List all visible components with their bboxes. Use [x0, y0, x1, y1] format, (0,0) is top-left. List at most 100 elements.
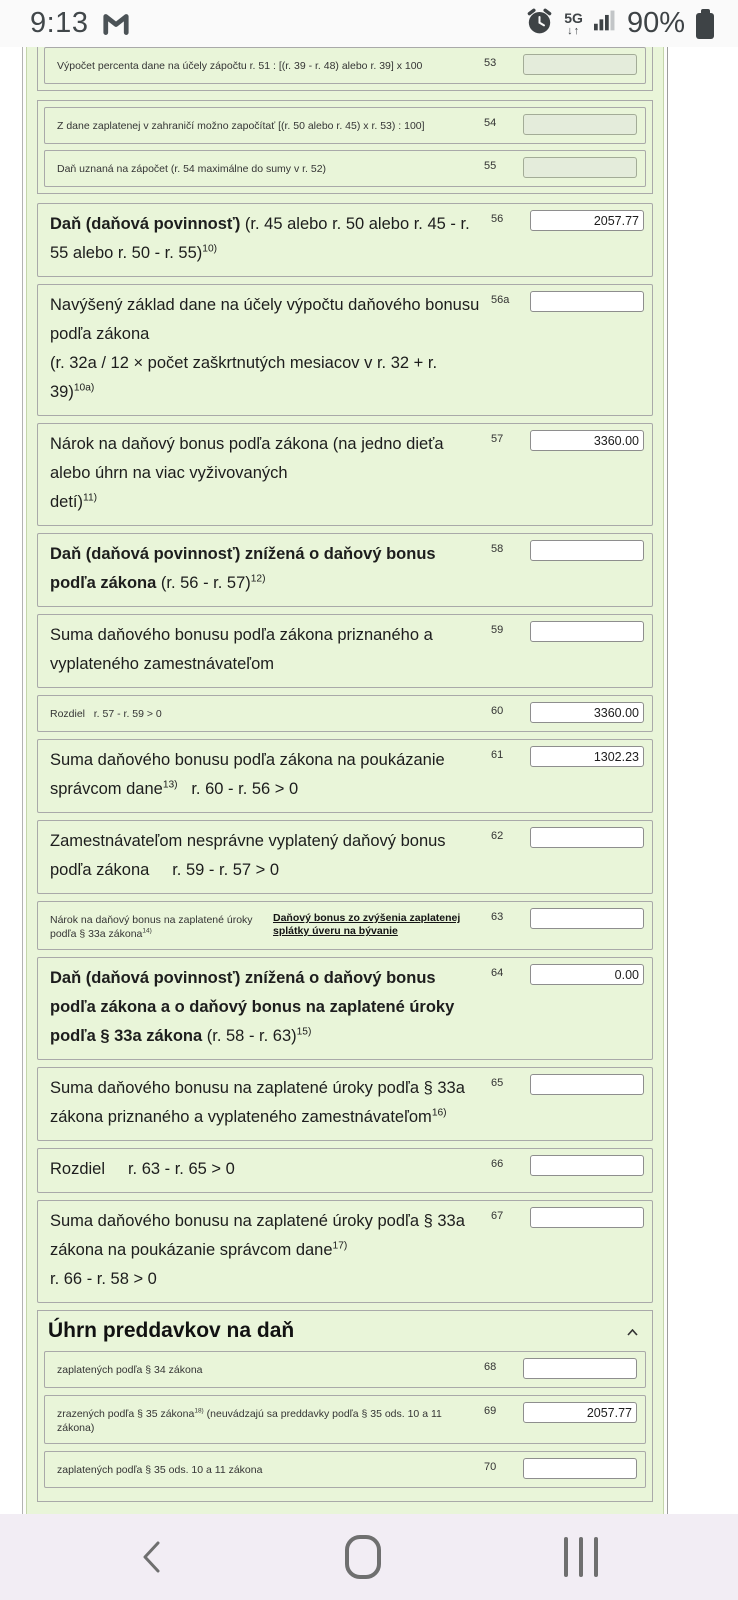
row-58-sign — [519, 540, 530, 544]
tax-form-container: Výpočet percenta dane na účely zápočtu r… — [26, 47, 664, 1514]
row-56-input[interactable] — [530, 210, 644, 231]
form-row-62: Zamestnávateľom nesprávne vyplatený daňo… — [37, 820, 653, 894]
row-61-input[interactable] — [530, 746, 644, 767]
form-row-64: Daň (daňová povinnosť) znížená o daňový … — [37, 957, 653, 1060]
row-56a-sign — [519, 291, 530, 295]
row-57-number: 57 — [491, 433, 504, 445]
home-icon — [345, 1535, 381, 1579]
row-55-label: Daň uznaná na zápočet (r. 54 maximálne d… — [57, 163, 327, 175]
row-59-label: Suma daňového bonusu podľa zákona prizna… — [50, 626, 438, 673]
row-53-number: 53 — [484, 57, 497, 69]
row-67-sign — [519, 1207, 530, 1211]
signal-bars-icon — [593, 10, 616, 37]
row-61-sign — [519, 746, 530, 750]
form-row-57: Nárok na daňový bonus podľa zákona (na j… — [37, 423, 653, 526]
form-row-68: zaplatených podľa § 34 zákona 68 — [44, 1351, 646, 1388]
row-60-number: 60 — [491, 705, 504, 717]
row-66-sign — [519, 1155, 530, 1159]
back-button[interactable] — [140, 1540, 162, 1574]
form-row-56a: Navýšený základ dane na účely výpočtu da… — [37, 284, 653, 416]
row-57-sign — [519, 430, 530, 434]
form-row-66: Rozdiel r. 63 - r. 65 > 0 66 — [37, 1148, 653, 1193]
row-56a-label: Navýšený základ dane na účely výpočtu da… — [50, 296, 480, 401]
row-67-number: 67 — [491, 1210, 504, 1222]
form-row-54: Z dane zaplatenej v zahraničí možno zapo… — [44, 107, 646, 144]
form-row-53: Výpočet percenta dane na účely zápočtu r… — [44, 47, 646, 84]
row-66-label: Rozdiel r. 63 - r. 65 > 0 — [50, 1160, 235, 1178]
row-68-input[interactable] — [523, 1358, 637, 1379]
row-61-number: 61 — [491, 749, 504, 761]
row-56-sign — [519, 210, 530, 214]
row-69-input[interactable] — [523, 1402, 637, 1423]
row-63-sign — [519, 908, 530, 912]
row-56a-input[interactable] — [530, 291, 644, 312]
row-68-sign — [512, 1358, 523, 1362]
row-70-input[interactable] — [523, 1458, 637, 1479]
row-69-sign — [512, 1402, 523, 1406]
row-60-input[interactable] — [530, 702, 644, 723]
row-59-input[interactable] — [530, 621, 644, 642]
row-70-number: 70 — [484, 1461, 497, 1473]
row-54-number: 54 — [484, 117, 497, 129]
alarm-clock-icon — [526, 8, 553, 40]
section-title: Úhrn preddavkov na daň — [48, 1319, 295, 1342]
row-69-label: zrazených podľa § 35 zákona18) (neuvádza… — [57, 1407, 445, 1434]
row-65-input[interactable] — [530, 1074, 644, 1095]
row-64-label: Daň (daňová povinnosť) znížená o daňový … — [50, 969, 459, 1045]
form-row-61: Suma daňového bonusu podľa zákona na pou… — [37, 739, 653, 813]
row-54-sign — [512, 114, 523, 118]
row-70-label: zaplatených podľa § 35 ods. 10 a 11 záko… — [57, 1464, 263, 1476]
form-row-65: Suma daňového bonusu na zaplatené úroky … — [37, 1067, 653, 1141]
recents-button[interactable] — [564, 1537, 598, 1577]
row-62-input[interactable] — [530, 827, 644, 848]
row-58-input[interactable] — [530, 540, 644, 561]
row-54-label: Z dane zaplatenej v zahraničí možno zapo… — [57, 120, 425, 132]
row-60-sign — [519, 702, 530, 706]
row-58-number: 58 — [491, 543, 504, 555]
network-5g-icon: 5G ↓↑ — [564, 9, 583, 37]
row-67-input[interactable] — [530, 1207, 644, 1228]
row-53-label: Výpočet percenta dane na účely zápočtu r… — [57, 60, 423, 72]
status-icons: 5G ↓↑ 90% — [526, 7, 714, 40]
row-58-label: Daň (daňová povinnosť) znížená o daňový … — [50, 545, 441, 592]
housing-loan-bonus-link[interactable]: Daňový bonus zo zvýšenia zaplatenej splá… — [273, 912, 461, 937]
row-53-input — [523, 54, 637, 75]
row-63-number: 63 — [491, 911, 504, 923]
row-63-label: Nárok na daňový bonus na zaplatené úroky… — [50, 914, 256, 940]
rows-main: Daň (daňová povinnosť) (r. 45 alebo r. 5… — [37, 203, 653, 1303]
collapse-chevron-icon[interactable] — [627, 1319, 642, 1341]
row-64-input[interactable] — [530, 964, 644, 985]
home-button[interactable] — [345, 1535, 381, 1579]
row-65-label: Suma daňového bonusu na zaplatené úroky … — [50, 1079, 470, 1126]
clock-time: 9:13 — [30, 7, 89, 39]
form-viewport[interactable]: Výpočet percenta dane na účely zápočtu r… — [0, 47, 738, 1514]
row-61-label: Suma daňového bonusu podľa zákona na pou… — [50, 751, 450, 798]
form-row-56: Daň (daňová povinnosť) (r. 45 alebo r. 5… — [37, 203, 653, 277]
row-66-number: 66 — [491, 1158, 504, 1170]
row-66-input[interactable] — [530, 1155, 644, 1176]
battery-icon — [696, 8, 714, 39]
rows-section: zaplatených podľa § 34 zákona 68 zrazených… — [44, 1351, 646, 1488]
row-56a-number: 56a — [491, 294, 510, 306]
form-row-58: Daň (daňová povinnosť) znížená o daňový … — [37, 533, 653, 607]
row-62-label: Zamestnávateľom nesprávne vyplatený daňo… — [50, 832, 451, 879]
form-row-63: Nárok na daňový bonus na zaplatené úroky… — [37, 901, 653, 950]
row-59-sign — [519, 621, 530, 625]
android-nav-bar — [0, 1514, 738, 1600]
row-70-sign — [512, 1458, 523, 1462]
form-row-70: zaplatených podľa § 35 ods. 10 a 11 záko… — [44, 1451, 646, 1488]
row-63-input[interactable] — [530, 908, 644, 929]
row-56-number: 56 — [491, 213, 504, 225]
form-row-55: Daň uznaná na zápočet (r. 54 maximálne d… — [44, 150, 646, 187]
row-68-label: zaplatených podľa § 34 zákona — [57, 1364, 203, 1376]
form-row-67: Suma daňového bonusu na zaplatené úroky … — [37, 1200, 653, 1303]
row-62-sign — [519, 827, 530, 831]
gmail-notification-icon — [102, 12, 130, 36]
row-69-number: 69 — [484, 1405, 497, 1417]
battery-percent: 90% — [626, 7, 685, 39]
section-uhrn-preddavkov: Úhrn preddavkov na daň zaplatených podľa… — [37, 1310, 653, 1502]
row-57-input[interactable] — [530, 430, 644, 451]
row-65-number: 65 — [491, 1077, 504, 1089]
form-row-69: zrazených podľa § 35 zákona18) (neuvádza… — [44, 1395, 646, 1444]
row-57-label: Nárok na daňový bonus podľa zákona (na j… — [50, 435, 444, 511]
